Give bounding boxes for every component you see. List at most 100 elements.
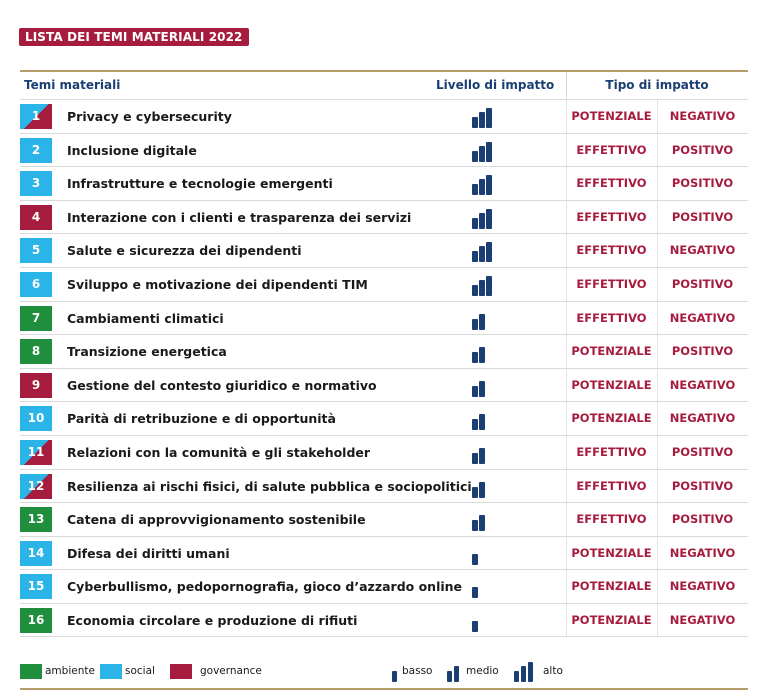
impact-type-occurrence: POTENZIALE [571, 344, 652, 359]
legend-alto-bar-1 [514, 671, 519, 682]
impact-type-occurrence: POTENZIALE [571, 612, 652, 627]
impact-level-bar [479, 145, 485, 162]
table-row: 12 Resilienza ai rischi fisici, di salute… [20, 468, 748, 503]
legend-basso-icon [390, 662, 412, 682]
table-row: 2 Inclusione digitale EFFETTIVO POSITIVO [20, 132, 748, 167]
topic-label: Inclusione digitale [67, 142, 197, 158]
impact-type-occurrence: POTENZIALE [571, 411, 652, 426]
legend-ambiente-label: ambiente [45, 665, 95, 677]
topic-number-badge: 13 [20, 507, 52, 533]
impact-level-bar [479, 246, 485, 263]
impact-type-direction: POSITIVO [671, 176, 734, 191]
column-divider [566, 536, 567, 570]
column-divider [657, 603, 658, 637]
topic-label: Gestione del contesto giuridico e normat… [67, 377, 377, 393]
column-divider [657, 200, 658, 234]
column-divider [657, 402, 658, 436]
column-divider [566, 402, 567, 436]
topic-number-badge: 16 [20, 607, 52, 633]
impact-type-direction: POSITIVO [671, 209, 734, 224]
column-divider [566, 603, 567, 637]
impact-level-bar [472, 587, 478, 599]
impact-level-bar [479, 414, 485, 431]
impact-level-icon [470, 106, 498, 128]
column-header-tipo: Tipo di impatto [605, 78, 709, 92]
legend-alto-label: alto [543, 665, 563, 677]
legend-social-label: social [125, 665, 155, 677]
impact-level-bar [472, 318, 478, 330]
impact-type-occurrence: EFFETTIVO [576, 444, 647, 459]
impact-type-occurrence: EFFETTIVO [576, 276, 647, 291]
column-divider [566, 200, 567, 234]
column-divider [657, 536, 658, 570]
topic-number-badge: 5 [20, 238, 52, 264]
topic-label: Cyberbullismo, pedopornografia, gioco d’… [67, 579, 463, 595]
impact-type-direction: POSITIVO [671, 276, 734, 291]
topic-label: Transizione energetica [67, 344, 227, 360]
legend-basso-label: basso [402, 665, 433, 677]
table-row: 6 Sviluppo e motivazione dei dipendenti T… [20, 266, 748, 301]
impact-level-bar [486, 108, 492, 128]
topic-label: Difesa dei diritti umani [67, 545, 230, 561]
impact-type-occurrence: POTENZIALE [571, 109, 652, 123]
topic-label: Cambiamenti climatici [67, 310, 224, 326]
bottom-divider [20, 688, 748, 690]
impact-level-icon [470, 576, 498, 599]
impact-level-bar [479, 347, 485, 364]
legend-alto-bar-3 [528, 662, 533, 682]
table-row: 16 Economia circolare e produzione di rif… [20, 602, 748, 637]
impact-level-icon [470, 543, 498, 565]
top-divider [20, 70, 748, 72]
column-divider [657, 234, 658, 268]
topic-label: Privacy e cybersecurity [67, 109, 232, 124]
impact-type-direction: NEGATIVO [669, 545, 736, 560]
impact-type-occurrence: EFFETTIVO [576, 478, 647, 493]
impact-level-bar [479, 515, 485, 532]
impact-type-occurrence: EFFETTIVO [576, 243, 647, 258]
impact-level-bar [479, 212, 485, 229]
topic-number-badge: 4 [20, 204, 52, 230]
table-row: 3 Infrastrutture e tecnologie emergenti EF… [20, 166, 748, 201]
impact-level-bar [472, 419, 478, 431]
topic-label: Sviluppo e motivazione dei dipendenti TI… [67, 276, 368, 292]
legend-alto-bar-2 [521, 666, 526, 682]
column-divider [657, 301, 658, 335]
column-divider [566, 435, 567, 469]
legend-medio-bar-1 [447, 671, 452, 682]
impact-level-icon [470, 375, 498, 397]
impact-level-icon [470, 442, 498, 464]
impact-level-bar [479, 481, 485, 498]
impact-level-bar [472, 620, 478, 632]
impact-level-bar [472, 217, 478, 229]
column-divider [566, 368, 567, 402]
impact-level-bar [479, 112, 485, 128]
table-row: 9 Gestione del contesto giuridico e norma… [20, 367, 748, 402]
impact-type-occurrence: POTENZIALE [571, 377, 652, 392]
impact-level-bar [479, 179, 485, 196]
column-divider [657, 335, 658, 369]
table-row: 15 Cyberbullismo, pedopornografia, gioco … [20, 569, 748, 604]
impact-type-direction: POSITIVO [671, 142, 734, 157]
topic-label: Salute e sicurezza dei dipendenti [67, 243, 302, 259]
impact-level-icon [470, 476, 498, 498]
column-divider [657, 503, 658, 537]
column-divider [566, 335, 567, 369]
impact-type-direction: POSITIVO [671, 444, 734, 459]
impact-level-icon [470, 408, 498, 431]
table-row: 8 Transizione energetica POTENZIALE POSITIV… [20, 334, 748, 369]
impact-level-bar [486, 242, 492, 263]
impact-level-bar [472, 150, 478, 162]
column-divider [657, 267, 658, 301]
topic-label: Relazioni con la comunità e gli stakehol… [67, 444, 371, 460]
impact-type-direction: POSITIVO [671, 512, 734, 527]
impact-type-direction: NEGATIVO [669, 411, 736, 426]
impact-level-icon [470, 240, 498, 263]
column-divider [566, 267, 567, 301]
table-row: 7 Cambiamenti climatici EFFETTIVO NEGATIVO [20, 300, 748, 335]
topic-number-badge: 12 [20, 473, 52, 499]
column-divider [657, 469, 658, 503]
impact-level-icon [470, 610, 498, 632]
impact-type-occurrence: POTENZIALE [571, 579, 652, 594]
impact-level-bar [472, 520, 478, 532]
column-divider [566, 570, 567, 604]
